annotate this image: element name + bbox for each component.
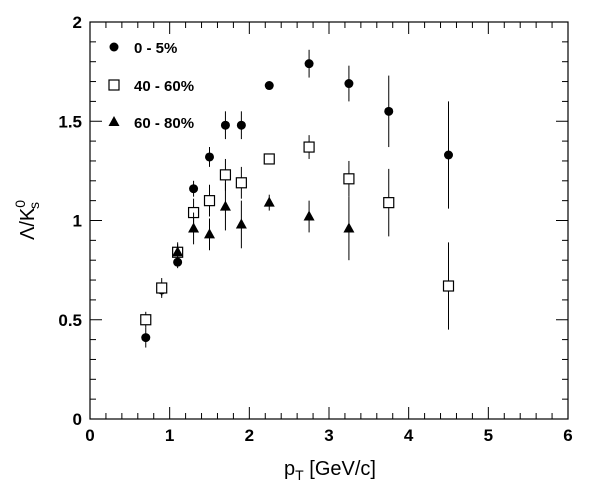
- legend-label: 60 - 80%: [134, 115, 194, 132]
- data-point-open-square: [219, 169, 232, 181]
- x-tick-label: 3: [324, 426, 333, 445]
- y-tick-label: 0.5: [58, 311, 82, 330]
- data-point-open-square: [303, 141, 315, 153]
- data-point-filled-circle: [236, 120, 246, 130]
- x-tick-label: 4: [404, 426, 414, 445]
- data-point-filled-triangle: [172, 246, 184, 257]
- x-tick-label: 0: [85, 426, 94, 445]
- y-tick-label: 1.5: [58, 112, 82, 131]
- data-point-filled-circle: [444, 150, 453, 160]
- data-point-open-square: [383, 197, 395, 209]
- data-point-open-square: [263, 153, 275, 165]
- x-axis-label: pT [GeV/c]: [284, 458, 376, 483]
- data-point-open-square: [140, 314, 152, 326]
- x-tick-label: 2: [245, 426, 254, 445]
- data-point-open-square: [203, 195, 216, 207]
- legend-label: 0 - 5%: [134, 40, 177, 57]
- data-points: [140, 49, 455, 348]
- y-axis-label: Λ/K0s: [12, 200, 42, 240]
- data-point-filled-circle: [189, 184, 199, 194]
- data-point-open-square: [343, 173, 355, 185]
- data-point-filled-circle: [384, 106, 394, 116]
- legend-marker-filled-circle: [109, 42, 119, 52]
- x-tick-label: 6: [563, 426, 572, 445]
- data-point-filled-triangle: [343, 222, 355, 233]
- data-point-filled-circle: [304, 59, 314, 69]
- data-point-filled-circle: [141, 333, 151, 343]
- x-tick-label: 1: [165, 426, 174, 445]
- legend-marker-filled-triangle: [108, 116, 120, 126]
- data-point-filled-triangle: [235, 218, 247, 229]
- axis-ticks: 0 1 2 3 4 5 6 0 0.5 1 1.5 2: [58, 13, 572, 445]
- data-point-filled-triangle: [263, 196, 275, 207]
- data-point-filled-circle: [264, 81, 274, 91]
- legend-label: 40 - 60%: [134, 78, 194, 95]
- data-point-filled-circle: [344, 79, 354, 89]
- data-point-filled-triangle: [188, 222, 200, 233]
- data-point-filled-triangle: [204, 228, 215, 239]
- data-point-filled-circle: [205, 152, 214, 162]
- y-tick-label: 2: [73, 13, 82, 32]
- data-point-open-square: [156, 282, 168, 294]
- y-tick-label: 0: [73, 410, 82, 429]
- data-point-open-square: [442, 280, 455, 292]
- data-point-filled-circle: [220, 120, 230, 130]
- y-tick-label: 1: [73, 212, 82, 231]
- data-point-open-square: [235, 177, 247, 189]
- x-tick-label: 5: [484, 426, 493, 445]
- legend: 0 - 5% 40 - 60% 60 - 80%: [108, 40, 194, 132]
- legend-marker-open-square: [108, 79, 120, 91]
- data-point-filled-triangle: [303, 210, 315, 221]
- data-point-filled-triangle: [219, 200, 231, 211]
